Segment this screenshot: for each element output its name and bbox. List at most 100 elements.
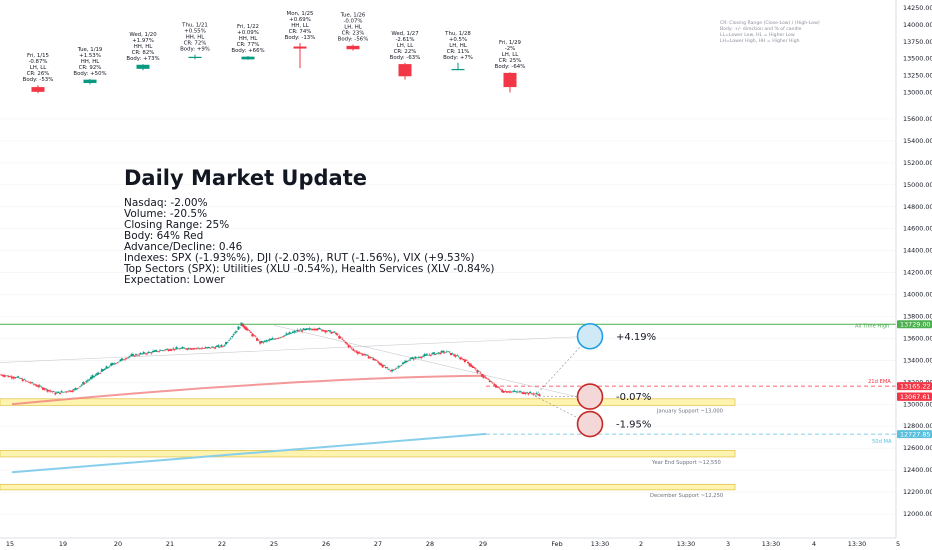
y-tick-label: 14000.00 <box>903 21 932 29</box>
price-bar <box>40 386 43 388</box>
price-bar <box>425 354 428 356</box>
price-bar <box>377 361 380 363</box>
price-bar <box>225 342 227 345</box>
price-bar <box>490 381 493 383</box>
price-bar <box>57 391 60 394</box>
price-bar <box>88 379 91 381</box>
x-tick-label: 13:30 <box>591 540 609 548</box>
price-bar <box>415 357 418 359</box>
price-bar <box>46 389 49 392</box>
price-bar <box>6 375 9 377</box>
y-tick-label: 14200.00 <box>903 269 932 277</box>
y-tick-label: 12800.00 <box>903 422 932 430</box>
price-bar <box>252 335 255 336</box>
price-bar <box>522 392 525 395</box>
price-bar <box>355 351 358 353</box>
price-bar <box>234 331 237 334</box>
y-tick-label: 12000.00 <box>903 510 932 518</box>
ma50-label: 50d MA <box>872 439 892 445</box>
price-bar <box>158 351 161 352</box>
x-tick-label: 19 <box>59 540 67 548</box>
price-bar <box>15 377 18 378</box>
price-bar <box>65 391 68 393</box>
candle-annotation: Tue, 1/26 <box>340 13 366 19</box>
price-bar <box>212 347 215 348</box>
price-bar <box>301 330 304 332</box>
price-bar <box>462 358 465 361</box>
candle-annotation: +0.5% <box>449 37 467 43</box>
price-bar <box>251 333 254 337</box>
price-bar <box>330 331 333 334</box>
price-bar <box>187 348 190 349</box>
price-bar <box>243 325 246 329</box>
price-bar <box>133 355 136 357</box>
price-bar <box>364 354 367 355</box>
price-bar <box>414 356 417 359</box>
price-bar <box>463 359 466 362</box>
price-bar <box>166 348 169 350</box>
x-tick-label: 21 <box>166 540 174 548</box>
price-bar <box>391 369 394 372</box>
support-levels: All Time High January Support ~13,000 Year… <box>0 323 896 499</box>
price-bar <box>215 346 218 348</box>
price-bar <box>279 337 282 338</box>
candle-annotation: +0.69% <box>289 17 311 23</box>
candle-annotation: Mon, 1/25 <box>287 11 314 17</box>
candle-annotation: CR: 74% <box>289 29 312 35</box>
price-bar <box>451 353 454 355</box>
price-bar <box>538 394 541 396</box>
price-bar <box>342 340 345 341</box>
candle-annotation: HH, HL <box>81 59 100 65</box>
candle-annotation: Thu, 1/21 <box>181 23 208 29</box>
price-bar <box>361 353 364 356</box>
price-bar <box>0 374 2 376</box>
price-bar <box>504 391 507 392</box>
x-tick-label: 27 <box>374 540 382 548</box>
price-bar <box>318 327 321 329</box>
price-bar <box>193 348 196 349</box>
price-bar <box>276 338 279 339</box>
price-bar <box>285 333 288 336</box>
price-bar <box>288 332 291 335</box>
price-bar <box>249 331 252 333</box>
price-bar <box>62 391 65 393</box>
price-bar <box>496 386 499 388</box>
price-bar <box>125 358 128 360</box>
price-bar <box>270 339 272 341</box>
price-bar <box>535 393 538 394</box>
price-bar <box>356 351 359 354</box>
price-bar <box>513 390 516 392</box>
legend-block: CR: Closing Range (Close-Low) / (High-Lo… <box>720 20 820 44</box>
price-bar <box>313 328 316 330</box>
price-bar <box>333 331 336 333</box>
price-bar <box>398 366 401 367</box>
price-bar <box>254 336 257 338</box>
price-bar <box>394 369 397 370</box>
price-bar <box>189 348 192 350</box>
price-bar <box>31 382 34 384</box>
price-bar <box>467 361 470 364</box>
price-bar <box>148 352 151 353</box>
price-bar <box>349 346 352 347</box>
price-bar <box>102 369 105 371</box>
price-bar <box>26 381 29 382</box>
price-bar <box>530 393 533 394</box>
price-bar <box>431 353 434 355</box>
price-bar <box>290 333 293 334</box>
price-bar <box>299 329 302 331</box>
price-bar <box>459 357 462 360</box>
price-bar <box>260 340 263 343</box>
daily-candle-body <box>31 87 45 92</box>
y-tick-label: 13250.00 <box>903 72 932 80</box>
price-bar <box>124 358 127 360</box>
price-bar <box>384 366 387 369</box>
x-tick-label: 22 <box>218 540 226 548</box>
price-bar <box>41 387 44 390</box>
price-bar <box>477 371 480 372</box>
price-bar <box>74 388 77 391</box>
candle-annotation: Tue, 1/19 <box>77 47 103 53</box>
price-bar <box>3 375 6 377</box>
price-bar <box>372 358 375 360</box>
daily-candle-body <box>188 56 202 59</box>
